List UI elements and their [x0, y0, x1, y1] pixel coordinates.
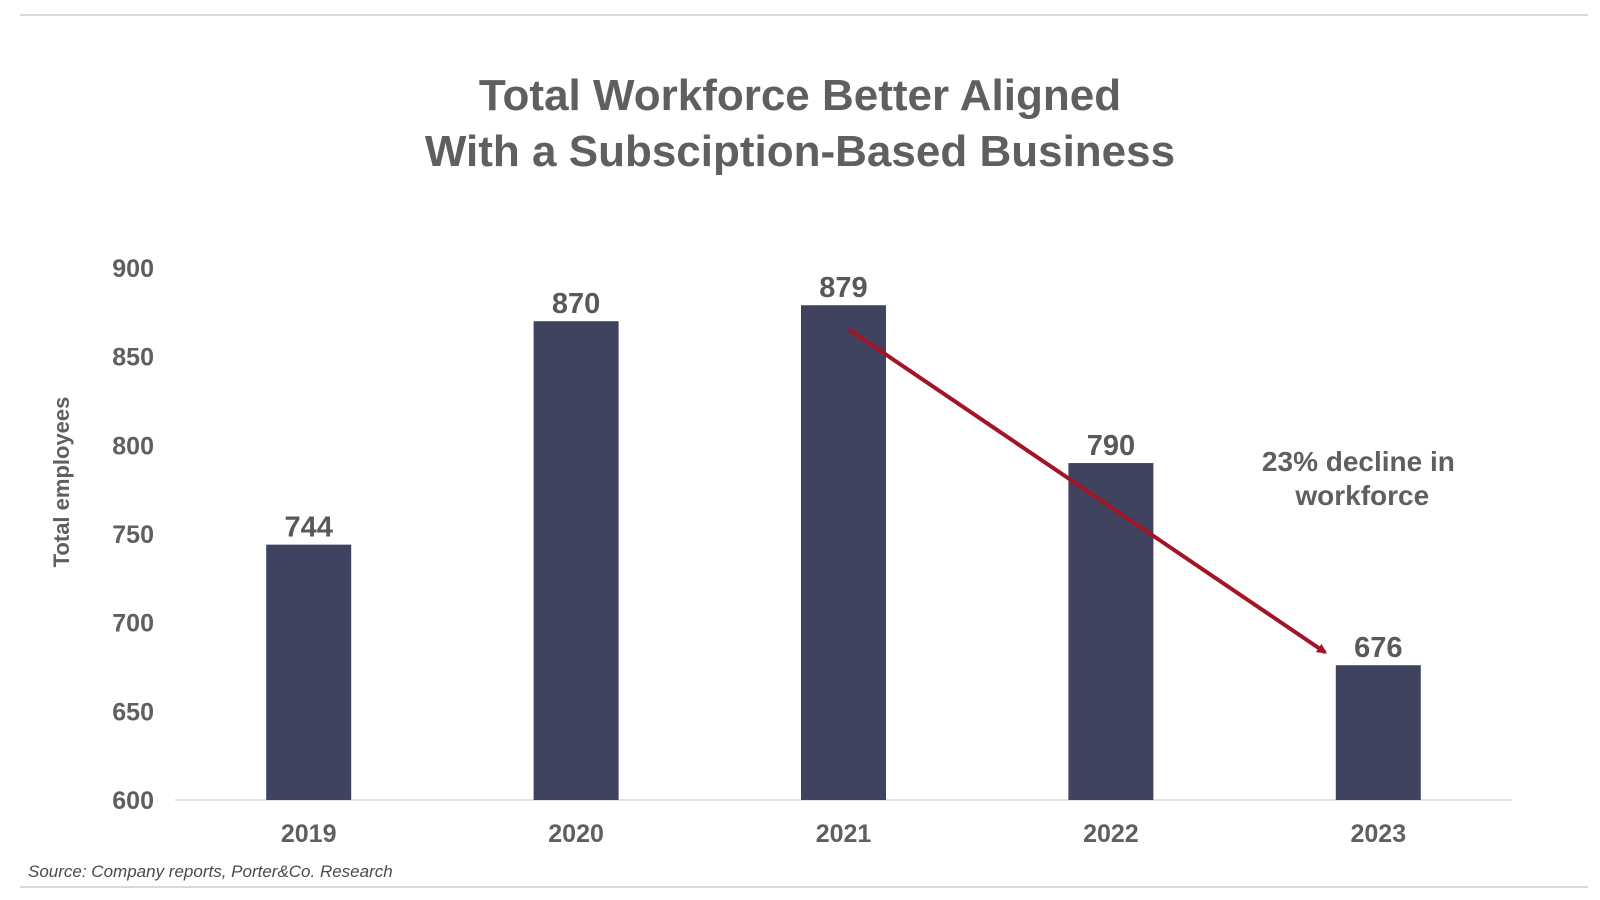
y-axis-title: Total employees [49, 397, 74, 568]
bars [266, 305, 1421, 800]
y-tick-label: 750 [112, 521, 154, 549]
y-tick-label: 700 [112, 610, 154, 638]
x-tick-label-2020: 2020 [548, 820, 604, 848]
y-tick-label: 800 [112, 432, 154, 460]
y-tick-label: 850 [112, 344, 154, 372]
bar-2022 [1068, 463, 1154, 800]
annotation-line-1: 23% decline in [1262, 446, 1455, 477]
data-label-2021: 879 [819, 272, 867, 304]
y-tick-label: 650 [112, 698, 154, 726]
x-tick-label-2019: 2019 [281, 820, 337, 848]
annotation-line-2: workforce [1294, 480, 1429, 511]
data-labels: 744 870 879 790 676 [285, 272, 1403, 664]
bar-2019 [266, 544, 352, 800]
x-axis-ticks: 2019 2020 2021 2022 2023 [281, 820, 1406, 848]
x-tick-label-2022: 2022 [1083, 820, 1139, 848]
bar-2023 [1335, 665, 1421, 800]
y-axis-ticks: 600 650 700 750 800 850 900 [112, 255, 154, 815]
chart-title-line-2: With a Subsciption-Based Business [424, 127, 1176, 176]
x-tick-label-2021: 2021 [816, 820, 872, 848]
decline-arrow [847, 327, 1327, 655]
decline-annotation: 23% decline in workforce [1262, 446, 1463, 511]
source-note: Source: Company reports, Porter&Co. Rese… [28, 862, 393, 881]
bar-2021 [801, 305, 886, 800]
data-label-2022: 790 [1087, 430, 1135, 462]
top-rule [20, 14, 1588, 16]
data-label-2019: 744 [285, 512, 333, 544]
x-tick-label-2023: 2023 [1350, 820, 1406, 848]
chart-title-line-1: Total Workforce Better Aligned [478, 71, 1122, 120]
chart-title: Total Workforce Better Aligned With a Su… [0, 68, 1600, 180]
data-label-2023: 676 [1354, 632, 1402, 664]
bar-2020 [533, 321, 619, 800]
bottom-rule [20, 886, 1588, 888]
data-label-2020: 870 [552, 288, 600, 320]
y-tick-label: 600 [112, 787, 154, 815]
y-tick-label: 900 [112, 255, 154, 283]
